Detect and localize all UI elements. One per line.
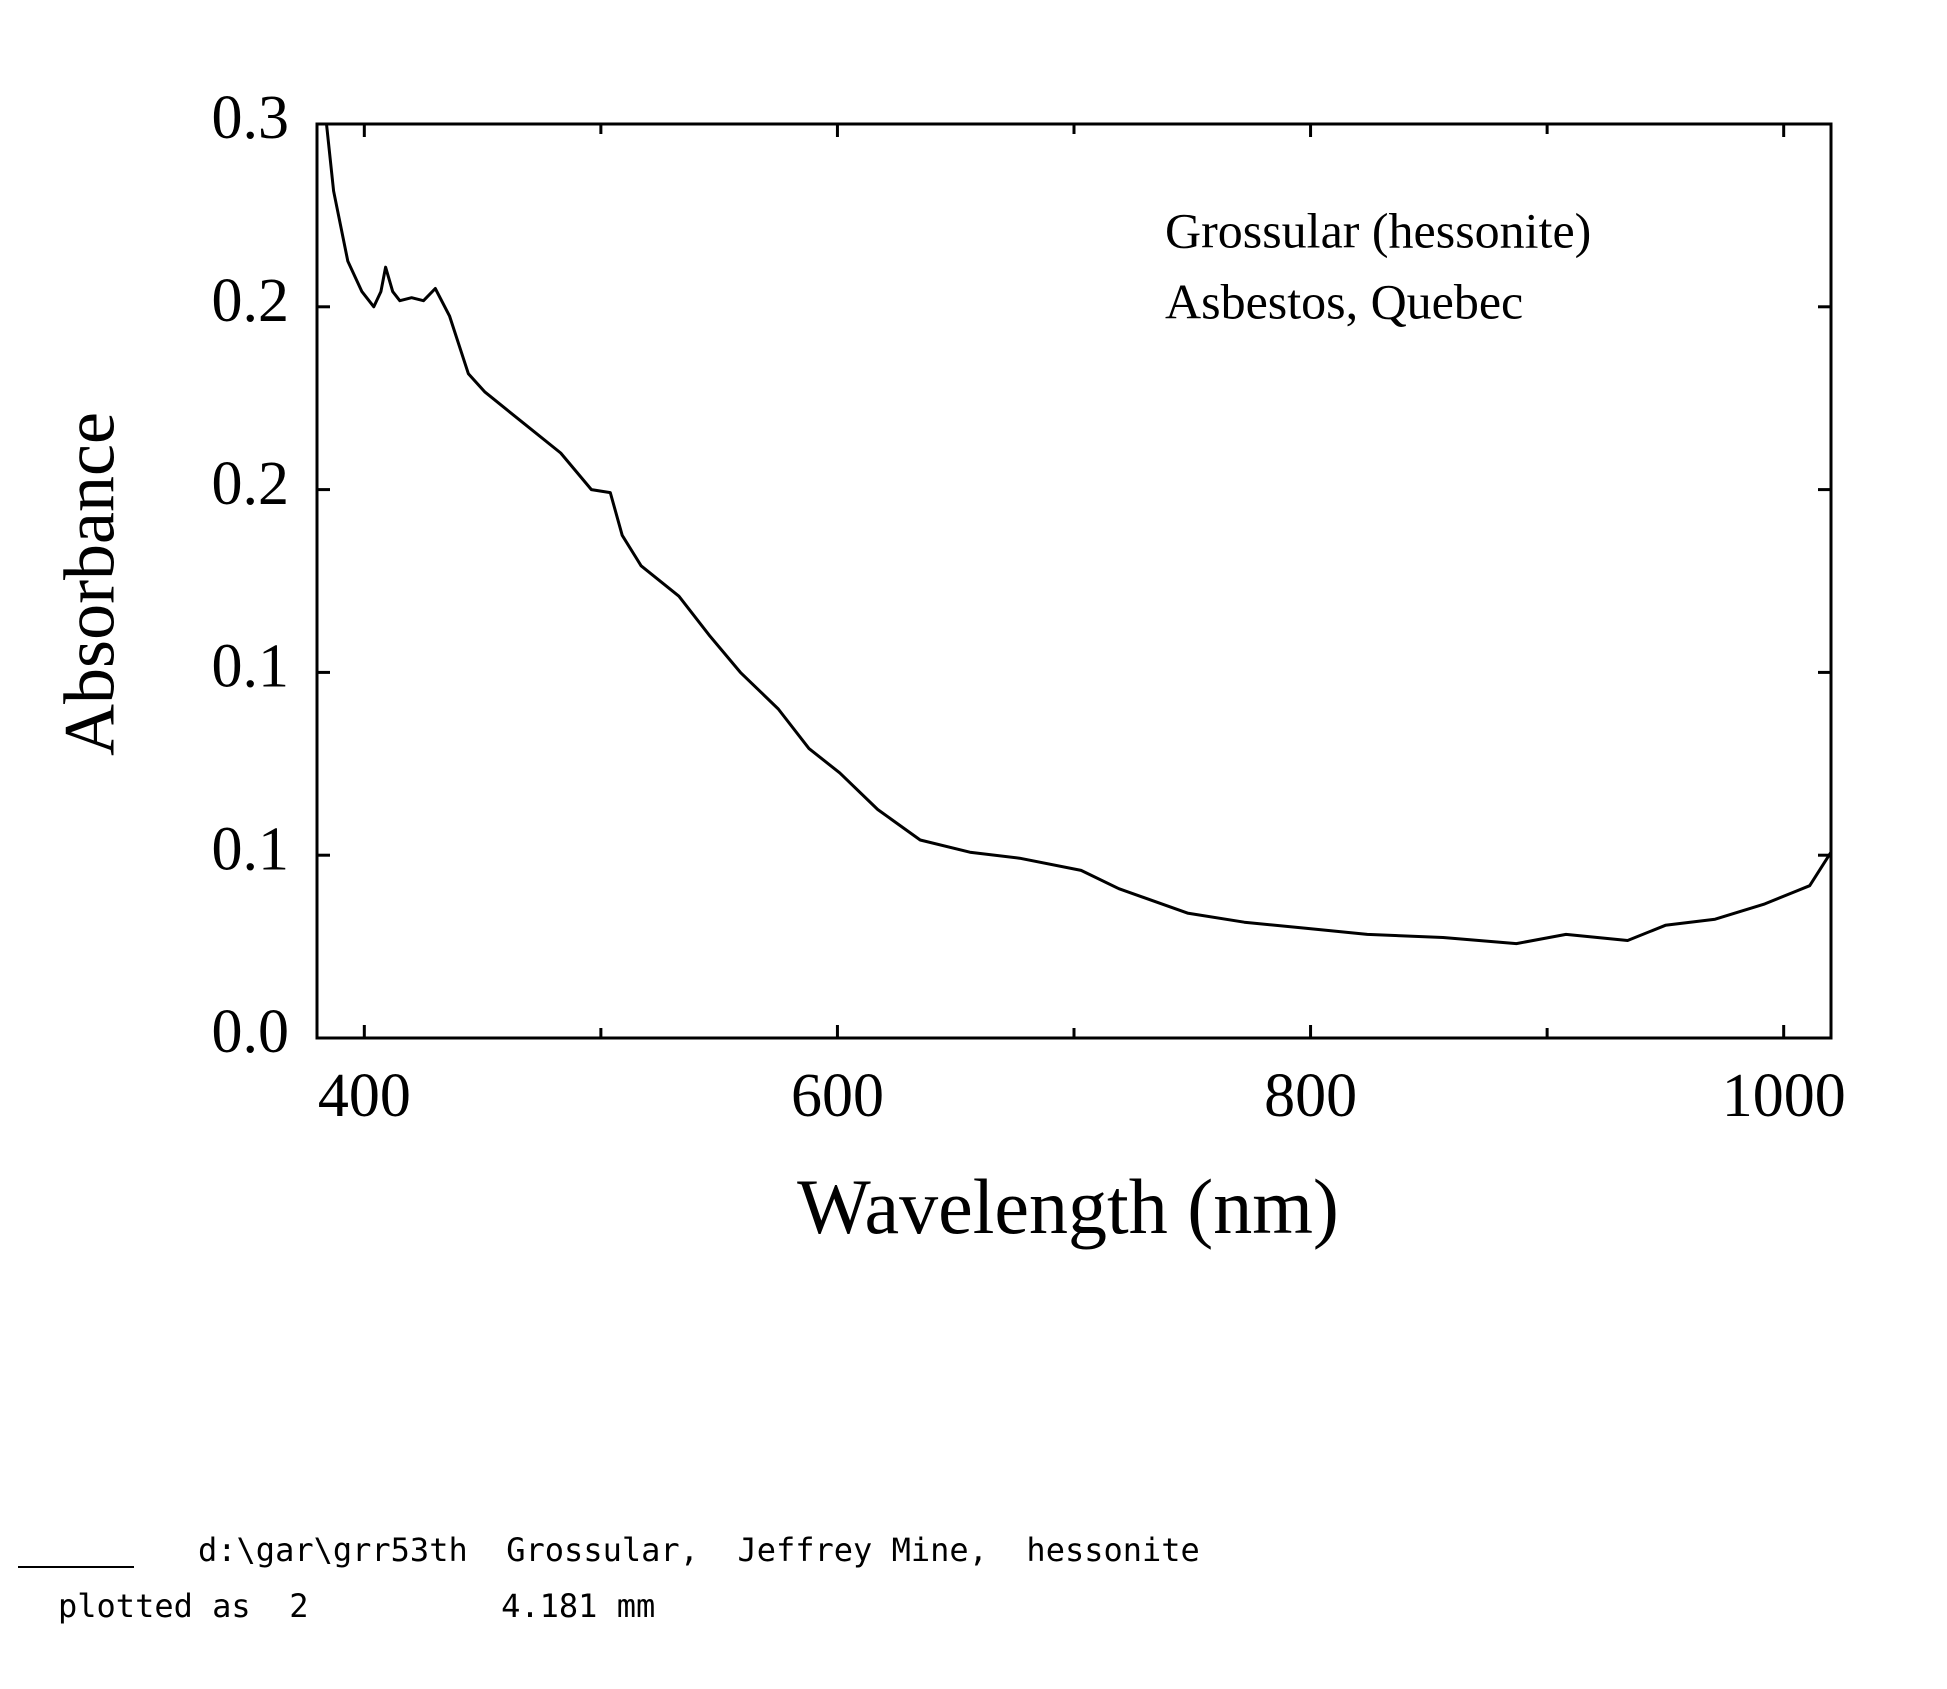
y-tick-label: 0.1: [212, 815, 290, 883]
y-tick-label: 0.2: [212, 450, 290, 518]
y-tick-label: 0.3: [212, 84, 290, 152]
plot-frame: [315, 122, 1833, 1040]
x-tick-label: 800: [1264, 1062, 1357, 1130]
x-tick-label: 600: [791, 1062, 884, 1130]
y-tick-label: 0.0: [212, 998, 290, 1066]
x-tick-label: 1000: [1722, 1062, 1846, 1130]
footer-text: plotted as 2 4.181 mm: [58, 1587, 655, 1625]
annotation: Asbestos, Quebec: [1165, 273, 1523, 329]
y-axis-title: Absorbance: [50, 412, 130, 756]
spectrum-line: [325, 123, 1833, 946]
y-tick-label: 0.2: [212, 267, 290, 335]
annotation: Grossular (hessonite): [1165, 202, 1591, 258]
x-axis-title: Wavelength (nm): [797, 1163, 1339, 1250]
footer-text: d:\gar\grr53th Grossular, Jeffrey Mine, …: [198, 1531, 1200, 1569]
x-tick-label: 400: [318, 1062, 411, 1130]
y-tick-label: 0.1: [212, 633, 290, 701]
